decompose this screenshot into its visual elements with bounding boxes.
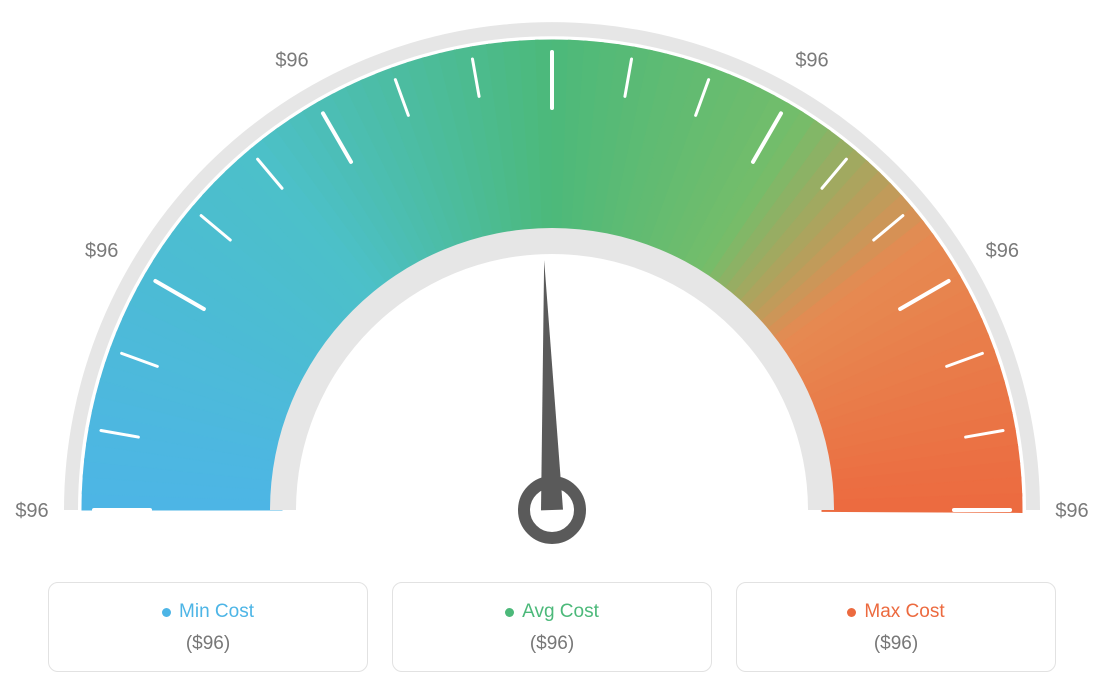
legend-row: Min Cost ($96) Avg Cost ($96) Max Cost (… — [0, 582, 1104, 672]
legend-title-min: Min Cost — [162, 601, 254, 623]
gauge-tick-label: $96 — [85, 240, 118, 262]
legend-value-avg: ($96) — [403, 633, 701, 655]
legend-title-avg: Avg Cost — [505, 601, 599, 623]
gauge-tick-label: $96 — [275, 50, 308, 72]
legend-label-avg: Avg Cost — [522, 601, 599, 623]
legend-dot-min — [162, 608, 171, 617]
legend-dot-avg — [505, 608, 514, 617]
gauge-tick-label: $96 — [15, 500, 48, 522]
gauge-tick-label: $96 — [986, 240, 1019, 262]
legend-label-min: Min Cost — [179, 601, 254, 623]
gauge-needle — [541, 260, 563, 510]
legend-card-max: Max Cost ($96) — [736, 582, 1056, 672]
legend-label-max: Max Cost — [864, 601, 944, 623]
gauge-tick-label: $96 — [1055, 500, 1088, 522]
legend-title-max: Max Cost — [847, 601, 944, 623]
gauge-tick-label: $96 — [795, 50, 828, 72]
legend-dot-max — [847, 608, 856, 617]
legend-card-avg: Avg Cost ($96) — [392, 582, 712, 672]
gauge-tick-label: $96 — [535, 0, 568, 2]
legend-value-min: ($96) — [59, 633, 357, 655]
legend-card-min: Min Cost ($96) — [48, 582, 368, 672]
gauge-svg: $96 $96 $96 $96 $96 $96 $96 — [0, 0, 1104, 560]
gauge-chart: $96 $96 $96 $96 $96 $96 $96 — [0, 0, 1104, 560]
legend-value-max: ($96) — [747, 633, 1045, 655]
